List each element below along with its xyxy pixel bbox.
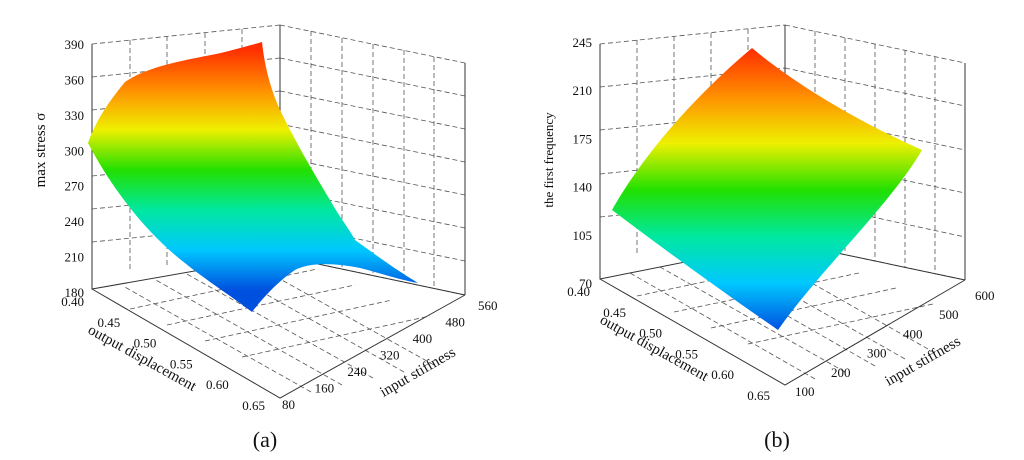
chart-b-y-ticks: 100 200 300 400 500 600 xyxy=(795,288,995,399)
chart-b-y-tick-label: 300 xyxy=(867,346,887,361)
chart-b-y-tick-label: 200 xyxy=(831,365,851,380)
chart-a-y-tick-label: 160 xyxy=(315,381,335,396)
chart-a-x-tick-label: 0.40 xyxy=(61,294,84,309)
chart-b-surface xyxy=(612,48,922,330)
chart-b-y-tick-label: 500 xyxy=(939,307,959,322)
chart-a-panel-label: (a) xyxy=(253,427,277,452)
chart-a-y-tick-label: 560 xyxy=(478,298,498,313)
chart-a-y-tick-label: 240 xyxy=(347,364,367,379)
chart-a-z-tick-label: 270 xyxy=(65,179,85,194)
chart-b-x-tick-label: 0.60 xyxy=(711,367,734,382)
chart-b-z-tick-label: 70 xyxy=(579,276,592,291)
chart-b-z-ticks: 245 210 175 140 105 70 xyxy=(573,35,593,291)
chart-b-z-tick-label: 140 xyxy=(573,180,593,195)
chart-b-x-ticks: 0.40 0.45 0.50 0.55 0.60 0.65 xyxy=(567,284,770,403)
chart-a-x-tick-label: 0.55 xyxy=(170,356,193,371)
chart-b-ylabel: input stiffness xyxy=(882,333,963,389)
chart-a-y-tick-label: 80 xyxy=(282,397,295,412)
chart-a-x-ticks: 0.40 0.45 0.50 0.55 0.60 0.65 xyxy=(61,294,265,413)
chart-a: 390 360 330 300 270 240 210 180 0.40 0.45 0.50 0.5… xyxy=(33,24,498,452)
chart-b-z-tick-label: 175 xyxy=(573,131,593,146)
chart-b-panel-label: (b) xyxy=(764,427,790,452)
chart-a-y-ticks: 80 160 240 320 400 480 560 xyxy=(282,298,498,412)
chart-a-x-tick-label: 0.50 xyxy=(134,336,157,351)
chart-a-z-tick-label: 390 xyxy=(65,37,85,52)
chart-a-zlabel: max stress σ xyxy=(33,113,49,188)
chart-a-z-tick-label: 300 xyxy=(65,143,85,158)
chart-b-x-tick-label: 0.45 xyxy=(603,305,626,320)
chart-a-z-tick-label: 330 xyxy=(65,108,85,123)
chart-a-x-tick-label: 0.60 xyxy=(206,377,229,392)
chart-b-x-tick-label: 0.40 xyxy=(567,284,590,299)
chart-b-z-tick-label: 105 xyxy=(573,228,593,243)
chart-b-zlabel: the first frequency xyxy=(541,112,556,208)
chart-a-surface xyxy=(88,42,418,312)
chart-b-z-tick-label: 245 xyxy=(573,35,593,50)
chart-a-x-tick-label: 0.45 xyxy=(97,315,120,330)
chart-a-y-tick-label: 320 xyxy=(380,348,400,363)
chart-b-y-tick-label: 100 xyxy=(795,384,815,399)
chart-a-x-tick-label: 0.65 xyxy=(242,398,265,413)
chart-b-z-tick-label: 210 xyxy=(573,83,593,98)
chart-b-y-tick-label: 400 xyxy=(903,326,923,341)
chart-a-y-tick-label: 480 xyxy=(445,315,465,330)
chart-a-z-tick-label: 240 xyxy=(65,214,85,229)
chart-b-x-tick-label: 0.50 xyxy=(639,326,662,341)
chart-b-x-tick-label: 0.55 xyxy=(675,346,698,361)
chart-a-y-tick-label: 400 xyxy=(413,331,433,346)
chart-a-z-ticks: 390 360 330 300 270 240 210 180 xyxy=(65,37,85,300)
chart-a-z-tick-label: 210 xyxy=(65,250,85,265)
chart-b-x-tick-label: 0.65 xyxy=(747,388,770,403)
chart-b-y-tick-label: 600 xyxy=(975,288,995,303)
chart-a-z-tick-label: 180 xyxy=(65,285,85,300)
chart-a-z-tick-label: 360 xyxy=(65,72,85,87)
